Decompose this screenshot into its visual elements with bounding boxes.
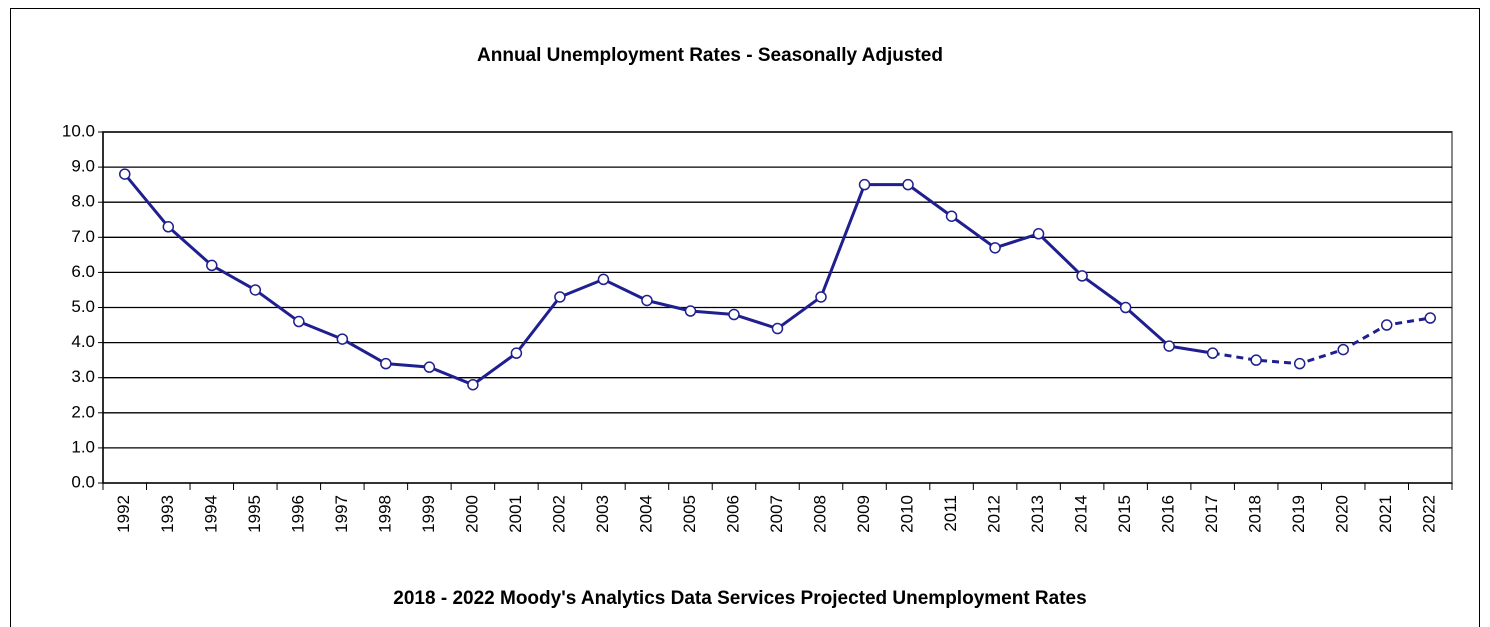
data-point: [380, 357, 392, 370]
x-tick-label: 2013: [1028, 495, 1047, 533]
y-tick-label: 7.0: [71, 227, 95, 246]
x-tick-label: 1993: [158, 495, 177, 533]
x-tick-label: 2015: [1115, 495, 1134, 533]
x-tick-label: 2004: [636, 495, 655, 533]
data-point: [423, 361, 436, 373]
y-tick-label: 9.0: [71, 157, 95, 176]
data-point: [771, 322, 784, 335]
x-tick-label: 2005: [680, 495, 699, 533]
x-tick-label: 2011: [941, 495, 960, 532]
x-tick-label: 2001: [506, 495, 525, 533]
x-tick-label: 1999: [419, 495, 438, 533]
x-tick-label: 2009: [854, 495, 873, 533]
data-point: [815, 291, 827, 303]
x-tick-label: 1992: [114, 495, 133, 533]
chart-border: [10, 8, 1480, 627]
data-point: [162, 221, 175, 233]
y-tick-label: 0.0: [71, 472, 95, 491]
projected-line: [1212, 316, 1431, 366]
x-tick-label: 2006: [723, 495, 742, 533]
y-tick-label: 5.0: [71, 297, 95, 316]
y-tick-label: 10.0: [62, 121, 95, 140]
x-tick-label: 2021: [1376, 495, 1395, 533]
data-point: [206, 259, 218, 272]
data-point: [1119, 301, 1132, 314]
data-point: [119, 168, 131, 180]
data-point: [293, 315, 305, 328]
x-tick-label: 2018: [1246, 495, 1265, 533]
data-point: [858, 178, 871, 191]
data-point: [1032, 228, 1045, 240]
x-tick-label: 2002: [549, 495, 568, 533]
data-point: [1250, 354, 1262, 366]
x-tick-label: 1996: [288, 495, 307, 533]
x-tick-label: 2019: [1289, 495, 1308, 533]
x-tick-label: 2010: [898, 495, 917, 533]
x-tick-label: 2014: [1072, 495, 1091, 533]
data-point: [902, 178, 914, 191]
y-tick-label: 1.0: [71, 437, 95, 456]
data-point: [597, 273, 610, 286]
x-tick-label: 1995: [245, 495, 264, 533]
x-tick-label: 2008: [811, 495, 830, 533]
data-point: [728, 308, 740, 321]
data-point: [1206, 347, 1219, 359]
x-tick-label: 2003: [593, 495, 612, 533]
data-point: [1424, 312, 1436, 324]
data-point: [641, 294, 653, 307]
data-point: [249, 284, 262, 296]
data-point: [336, 333, 349, 345]
data-point: [467, 378, 479, 391]
x-tick-label: 1997: [332, 495, 351, 533]
data-point: [510, 347, 523, 359]
x-tick-label: 2020: [1333, 495, 1352, 533]
data-point: [945, 210, 958, 222]
y-tick-label: 2.0: [71, 402, 95, 421]
chart-title: Annual Unemployment Rates - Seasonally A…: [477, 45, 943, 66]
x-tick-label: 2017: [1202, 495, 1221, 533]
data-point: [554, 291, 566, 303]
x-tick-label: 2012: [985, 495, 1004, 533]
data-point: [989, 242, 1001, 254]
x-tick-label: 2016: [1159, 495, 1178, 533]
data-point: [1380, 319, 1393, 331]
y-tick-label: 6.0: [71, 262, 95, 281]
x-tick-label: 2007: [767, 495, 786, 533]
data-point: [684, 305, 697, 317]
y-tick-label: 8.0: [71, 192, 95, 211]
x-tick-label: 2022: [1420, 495, 1439, 533]
data-point: [1163, 340, 1175, 352]
x-tick-label: 1998: [375, 495, 394, 533]
data-point: [1076, 270, 1088, 282]
x-tick-label: 1994: [201, 495, 220, 533]
chart-subtitle: 2018 - 2022 Moody's Analytics Data Servi…: [393, 588, 1086, 609]
y-tick-label: 4.0: [71, 332, 95, 351]
data-point: [1337, 343, 1349, 356]
x-tick-label: 2000: [462, 495, 481, 533]
data-line: [123, 173, 1213, 387]
y-tick-label: 3.0: [71, 367, 95, 386]
data-point: [1293, 357, 1306, 370]
